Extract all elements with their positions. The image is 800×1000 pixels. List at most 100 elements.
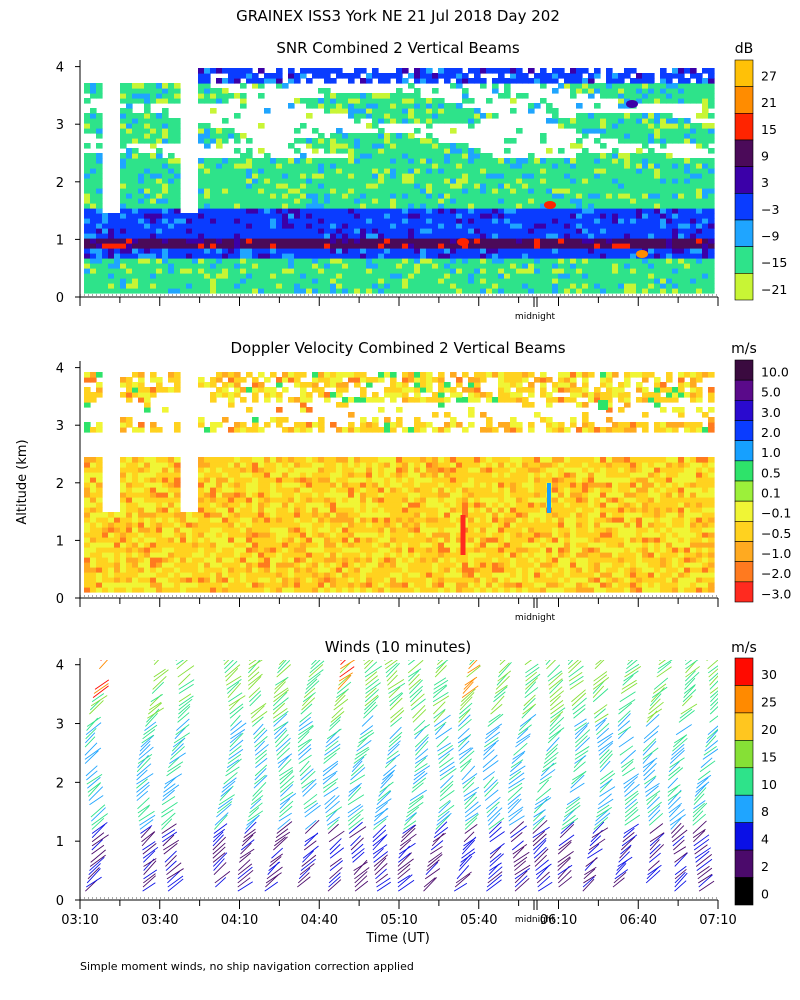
- snr-cell: [294, 138, 301, 144]
- snr-cell: [114, 263, 121, 269]
- snr-cell: [516, 243, 523, 249]
- snr-cell: [318, 198, 325, 204]
- snr-cell: [138, 83, 145, 89]
- snr-cell: [156, 238, 163, 244]
- snr-cell: [108, 283, 115, 289]
- snr-cell: [456, 213, 463, 219]
- snr-cell: [162, 93, 169, 99]
- snr-cell: [498, 273, 505, 279]
- snr-cell: [150, 218, 157, 224]
- doppler-cell: [300, 382, 307, 388]
- snr-cell: [222, 183, 229, 189]
- snr-cell: [534, 273, 541, 279]
- snr-cell: [456, 73, 463, 79]
- snr-cell: [570, 253, 577, 259]
- doppler-cell: [216, 557, 223, 563]
- snr-cell: [402, 143, 409, 149]
- snr-cell: [654, 258, 661, 264]
- snr-cell: [156, 228, 163, 234]
- snr-cell: [576, 173, 583, 179]
- doppler-cell: [168, 587, 175, 593]
- snr-cell: [330, 233, 337, 239]
- snr-cell: [480, 258, 487, 264]
- doppler-cell: [96, 522, 103, 528]
- snr-cell: [678, 273, 685, 279]
- doppler-cell: [222, 502, 229, 508]
- doppler-cell: [246, 582, 253, 588]
- snr-cell: [210, 98, 217, 104]
- snr-cell: [456, 118, 463, 124]
- snr-cell: [576, 198, 583, 204]
- snr-cell: [582, 283, 589, 289]
- snr-cell: [150, 238, 157, 244]
- snr-cell: [432, 158, 439, 164]
- doppler-cell: [174, 517, 181, 523]
- snr-cell: [336, 68, 343, 74]
- snr-cell: [90, 93, 97, 99]
- snr-cell: [522, 173, 529, 179]
- snr-cell: [366, 213, 373, 219]
- snr-cell: [288, 208, 295, 214]
- snr-cell: [594, 288, 601, 294]
- snr-cell: [402, 118, 409, 124]
- snr-cell: [504, 253, 511, 259]
- snr-cell: [330, 148, 337, 154]
- snr-cell: [192, 258, 199, 264]
- snr-cell: [690, 238, 697, 244]
- snr-cell: [678, 73, 685, 79]
- doppler-cell: [150, 467, 157, 473]
- snr-cell: [450, 253, 457, 259]
- snr-cell: [618, 213, 625, 219]
- snr-cell: [384, 178, 391, 184]
- doppler-cell: [228, 427, 235, 433]
- snr-cell: [168, 188, 175, 194]
- doppler-cell: [276, 497, 283, 503]
- doppler-cell: [96, 512, 103, 518]
- snr-cell: [138, 243, 145, 249]
- snr-cell: [546, 173, 553, 179]
- doppler-cell: [192, 577, 199, 583]
- snr-cell: [306, 223, 313, 229]
- snr-cell: [132, 248, 139, 254]
- snr-cell: [312, 273, 319, 279]
- snr-cell: [270, 178, 277, 184]
- snr-cell: [252, 178, 259, 184]
- snr-cell: [612, 128, 619, 134]
- doppler-cell: [216, 587, 223, 593]
- doppler-cell: [294, 427, 301, 433]
- doppler-cell: [306, 427, 313, 433]
- snr-cell: [150, 258, 157, 264]
- snr-cell: [246, 138, 253, 144]
- snr-cell: [618, 113, 625, 119]
- doppler-cell: [318, 377, 325, 383]
- snr-cell: [384, 158, 391, 164]
- snr-cell: [360, 108, 367, 114]
- snr-cell: [402, 153, 409, 159]
- snr-cell: [96, 273, 103, 279]
- snr-cell: [612, 163, 619, 169]
- doppler-cell: [216, 512, 223, 518]
- snr-cell: [210, 188, 217, 194]
- snr-cell: [312, 238, 319, 244]
- snr-cell: [444, 248, 451, 254]
- doppler-cell: [210, 542, 217, 548]
- snr-cell: [156, 198, 163, 204]
- snr-cell: [492, 253, 499, 259]
- snr-cell: [528, 228, 535, 234]
- doppler-cell: [222, 507, 229, 513]
- snr-cell: [534, 203, 541, 209]
- snr-cell: [618, 268, 625, 274]
- snr-cell: [330, 203, 337, 209]
- snr-cell: [156, 183, 163, 189]
- snr-cell: [408, 73, 415, 79]
- doppler-cell: [324, 497, 331, 503]
- snr-cell: [678, 133, 685, 139]
- snr-cell: [354, 283, 361, 289]
- snr-cell: [600, 228, 607, 234]
- snr-cell: [576, 268, 583, 274]
- snr-cell: [702, 253, 709, 259]
- snr-cell: [612, 283, 619, 289]
- snr-cell: [168, 258, 175, 264]
- snr-cell: [432, 148, 439, 154]
- snr-cell: [600, 178, 607, 184]
